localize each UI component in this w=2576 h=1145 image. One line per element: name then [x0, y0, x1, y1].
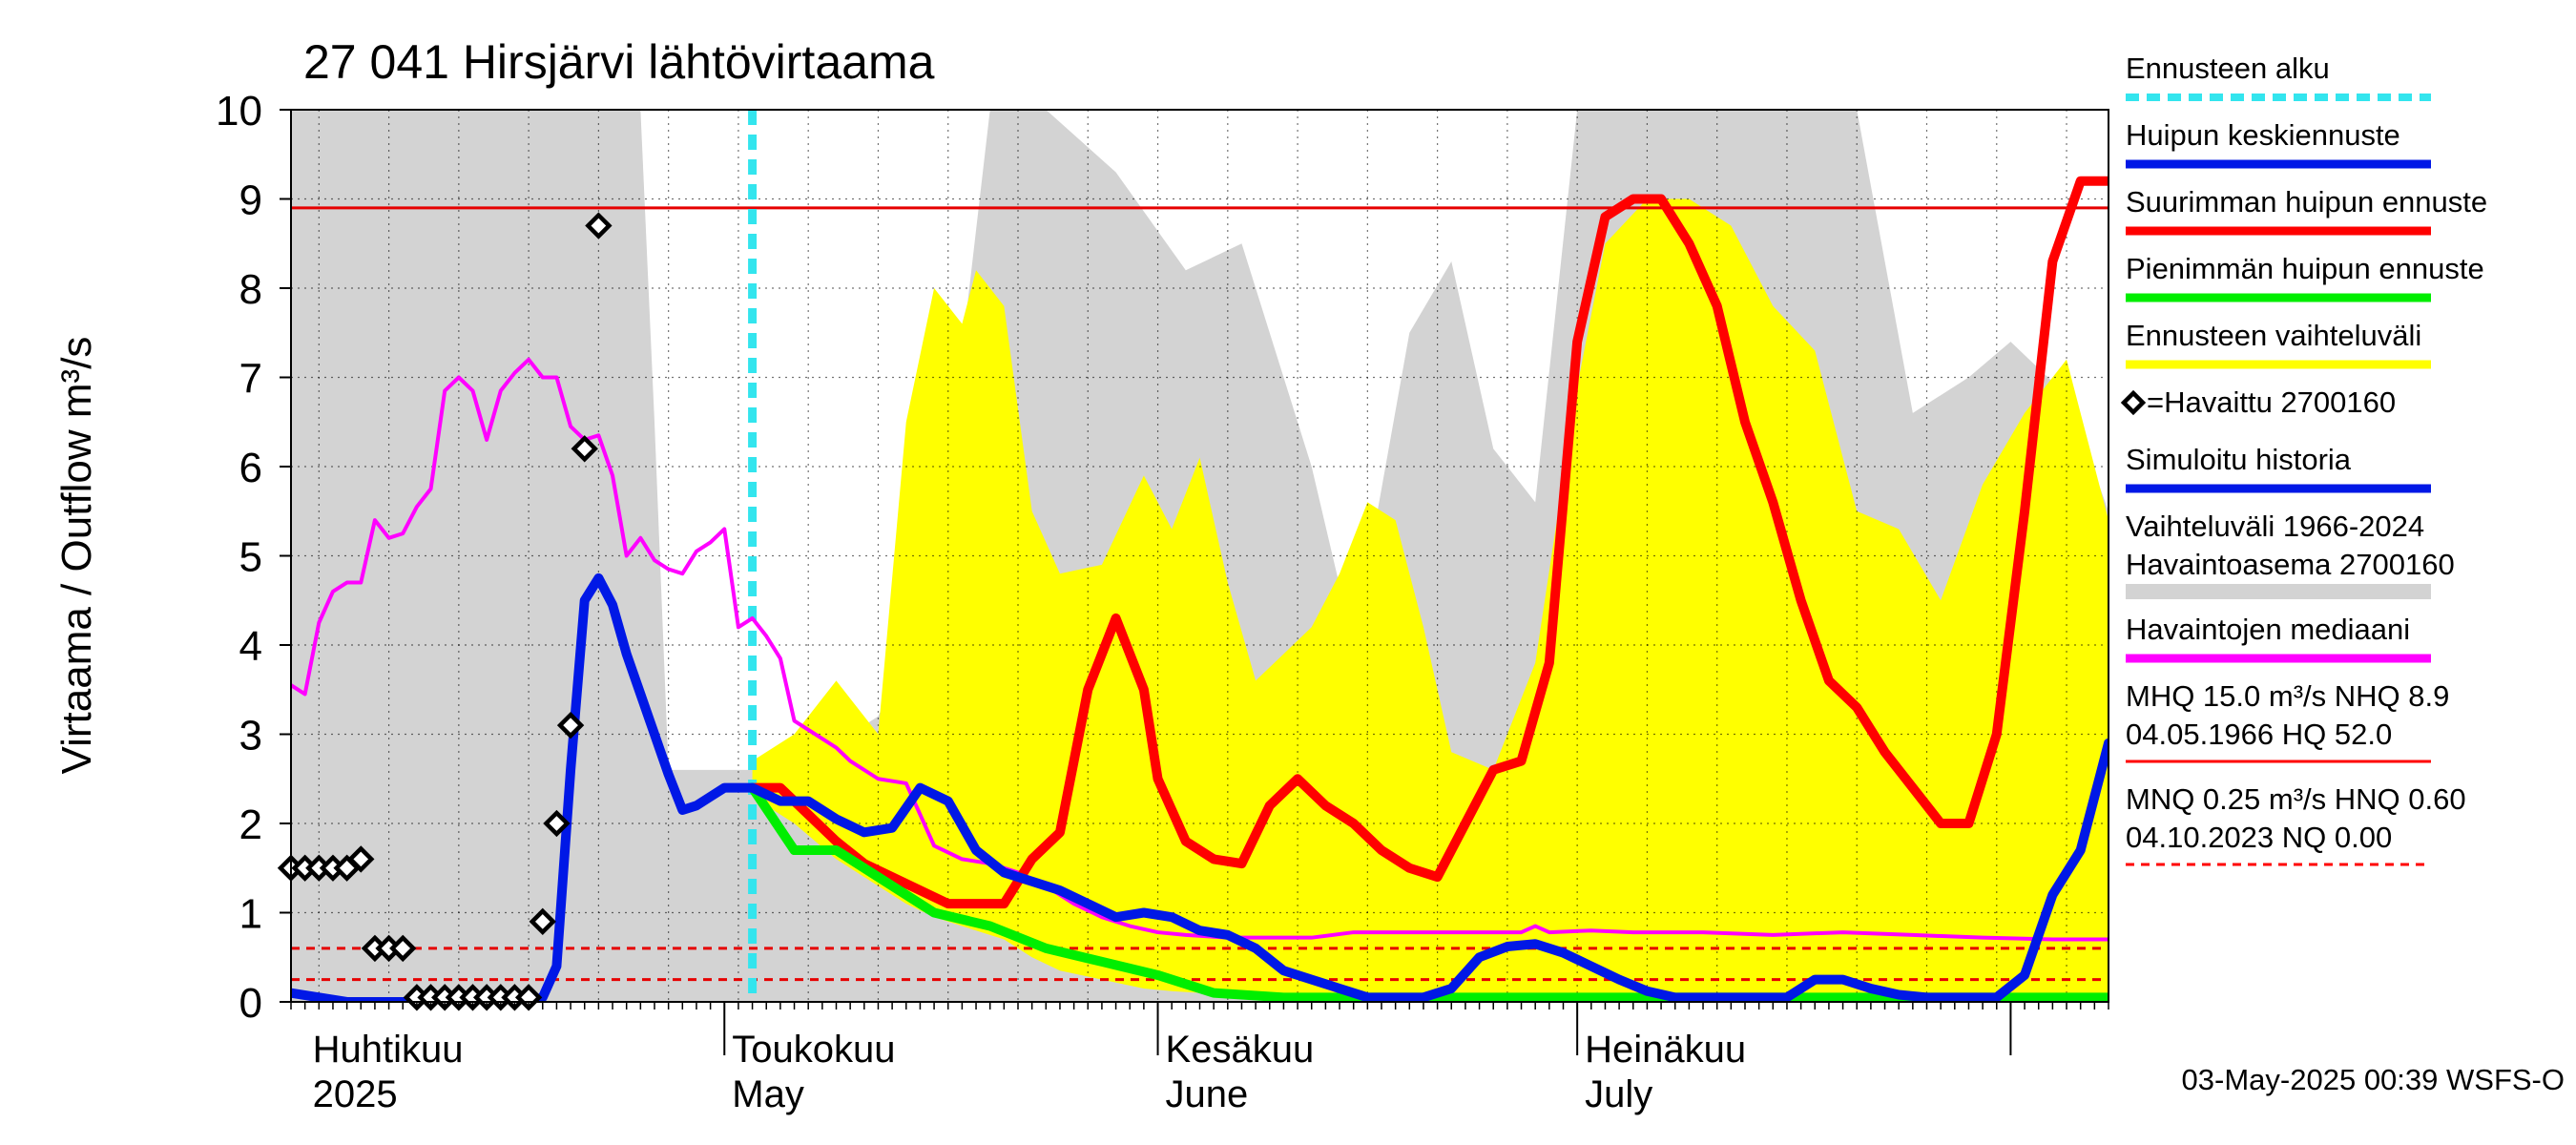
legend-label: Ennusteen alku — [2126, 52, 2330, 85]
series-suurimman-huipun-ennuste — [747, 176, 2109, 909]
legend-label: Simuloitu historia — [2126, 443, 2352, 476]
legend-swatch — [2126, 584, 2431, 599]
chart-title: 27 041 Hirsjärvi lähtövirtaama — [303, 35, 935, 89]
observed-point — [529, 907, 556, 936]
legend-label: =Havaittu 2700160 — [2147, 385, 2396, 419]
y-tick-label: 4 — [239, 623, 262, 670]
y-tick-label: 9 — [239, 177, 262, 224]
observed-point — [347, 845, 375, 873]
legend-label: 04.10.2023 NQ 0.00 — [2126, 821, 2392, 854]
x-month-sublabel: 2025 — [313, 1073, 398, 1115]
y-tick-label: 6 — [239, 445, 262, 491]
x-month-label: Heinäkuu — [1585, 1029, 1746, 1071]
legend-label: Vaihteluväli 1966-2024 — [2126, 510, 2424, 543]
legend-label: 04.05.1966 HQ 52.0 — [2126, 718, 2392, 751]
legend-label: Pienimmän huipun ennuste — [2126, 252, 2484, 285]
legend-label: Havaintoasema 2700160 — [2126, 548, 2455, 581]
band-ennusteen-vaihteluv-li — [752, 198, 2109, 997]
x-month-sublabel: May — [732, 1073, 804, 1115]
x-month-label: Toukokuu — [732, 1029, 895, 1071]
y-tick-label: 7 — [239, 356, 262, 403]
y-tick-label: 3 — [239, 713, 262, 760]
series-simuloitu-historia — [291, 572, 758, 1002]
observed-point — [556, 711, 585, 739]
y-tick-label: 5 — [239, 534, 262, 581]
x-month-label: Huhtikuu — [313, 1029, 464, 1071]
observed-point — [543, 809, 571, 838]
legend-label: Huipun keskiennuste — [2126, 118, 2400, 152]
observed-point — [389, 934, 417, 963]
x-month-sublabel: June — [1166, 1073, 1249, 1115]
legend-marker-diamond — [2120, 389, 2147, 416]
legend-label: MHQ 15.0 m³/s NHQ 8.9 — [2126, 679, 2449, 713]
footer-timestamp: 03-May-2025 00:39 WSFS-O — [2182, 1063, 2565, 1096]
observed-point — [585, 212, 613, 239]
series-havaintojen-mediaani — [291, 357, 2109, 942]
legend-label: Havaintojen mediaani — [2126, 613, 2410, 646]
x-month-sublabel: July — [1585, 1073, 1652, 1115]
y-tick-label: 8 — [239, 266, 262, 313]
x-month-label: Kesäkuu — [1166, 1029, 1315, 1071]
legend-label: Suurimman huipun ennuste — [2126, 185, 2487, 219]
legend-label: Ennusteen vaihteluväli — [2126, 319, 2421, 352]
y-tick-label: 1 — [239, 891, 262, 938]
y-tick-label: 10 — [216, 88, 262, 135]
y-tick-label: 2 — [239, 802, 262, 848]
series-huipun-keskiennuste — [747, 738, 2109, 1002]
y-axis-label: Virtaama / Outflow m³/s — [53, 337, 100, 775]
legend-label: MNQ 0.25 m³/s HNQ 0.60 — [2126, 782, 2466, 816]
y-tick-label: 0 — [239, 980, 262, 1027]
observed-point — [571, 435, 598, 463]
